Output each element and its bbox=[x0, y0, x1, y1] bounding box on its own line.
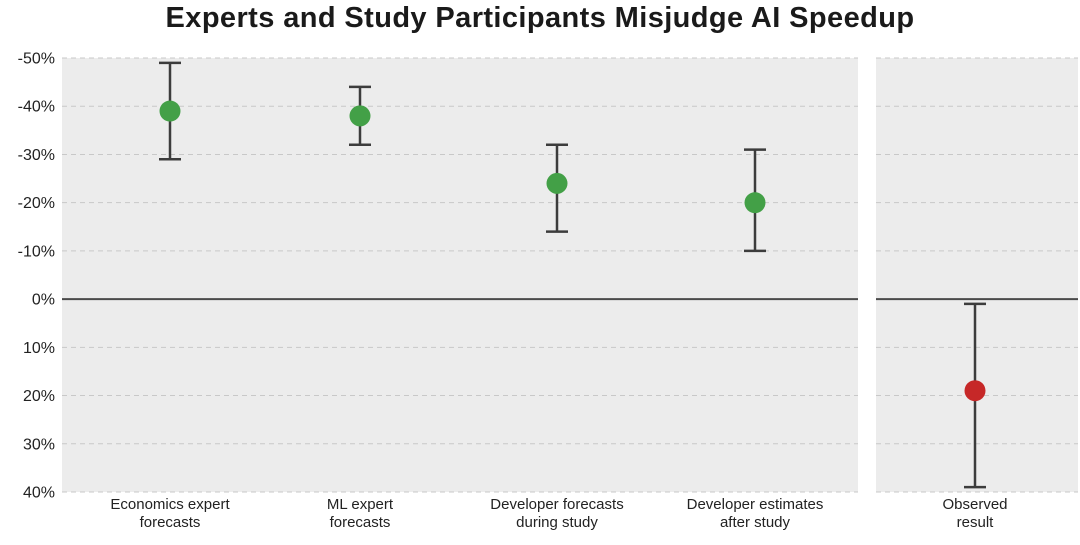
y-tick-label: 0% bbox=[32, 292, 55, 309]
y-tick-label: -30% bbox=[18, 147, 55, 164]
y-tick-label: -20% bbox=[18, 195, 55, 212]
category-label-line: forecasts bbox=[140, 514, 201, 531]
y-tick-label: -50% bbox=[18, 51, 55, 68]
y-tick-label: 10% bbox=[23, 340, 55, 357]
category-label-line: Developer estimates bbox=[687, 496, 824, 513]
y-tick-label: 40% bbox=[23, 485, 55, 502]
chart-title: Experts and Study Participants Misjudge … bbox=[165, 2, 915, 34]
plot-panel-main bbox=[62, 58, 858, 492]
category-label-line: during study bbox=[516, 514, 598, 531]
forecast-data-point bbox=[744, 192, 766, 214]
category-label-line: Developer forecasts bbox=[490, 496, 623, 513]
y-tick-label: 20% bbox=[23, 388, 55, 405]
category-label: Observed result bbox=[942, 496, 1007, 531]
y-tick-label: 30% bbox=[23, 436, 55, 453]
category-label: Developer forecasts during study bbox=[490, 496, 623, 531]
y-tick-label: -40% bbox=[18, 99, 55, 116]
category-label: Economics expert forecasts bbox=[110, 496, 230, 531]
category-label: ML expert forecasts bbox=[327, 496, 394, 531]
category-label-line: result bbox=[957, 514, 995, 531]
observed-data-point bbox=[964, 380, 986, 402]
category-label-line: Observed bbox=[942, 496, 1007, 513]
forecast-data-point bbox=[349, 105, 371, 127]
category-label: Developer estimates after study bbox=[687, 496, 824, 531]
forecast-data-point bbox=[159, 100, 181, 122]
category-label-line: ML expert bbox=[327, 496, 394, 513]
category-label-line: after study bbox=[720, 514, 791, 531]
plot-panel-observed bbox=[876, 58, 1078, 492]
y-tick-label: -10% bbox=[18, 243, 55, 260]
category-label-line: Economics expert bbox=[110, 496, 230, 513]
category-label-line: forecasts bbox=[330, 514, 391, 531]
forecast-data-point bbox=[546, 172, 568, 194]
